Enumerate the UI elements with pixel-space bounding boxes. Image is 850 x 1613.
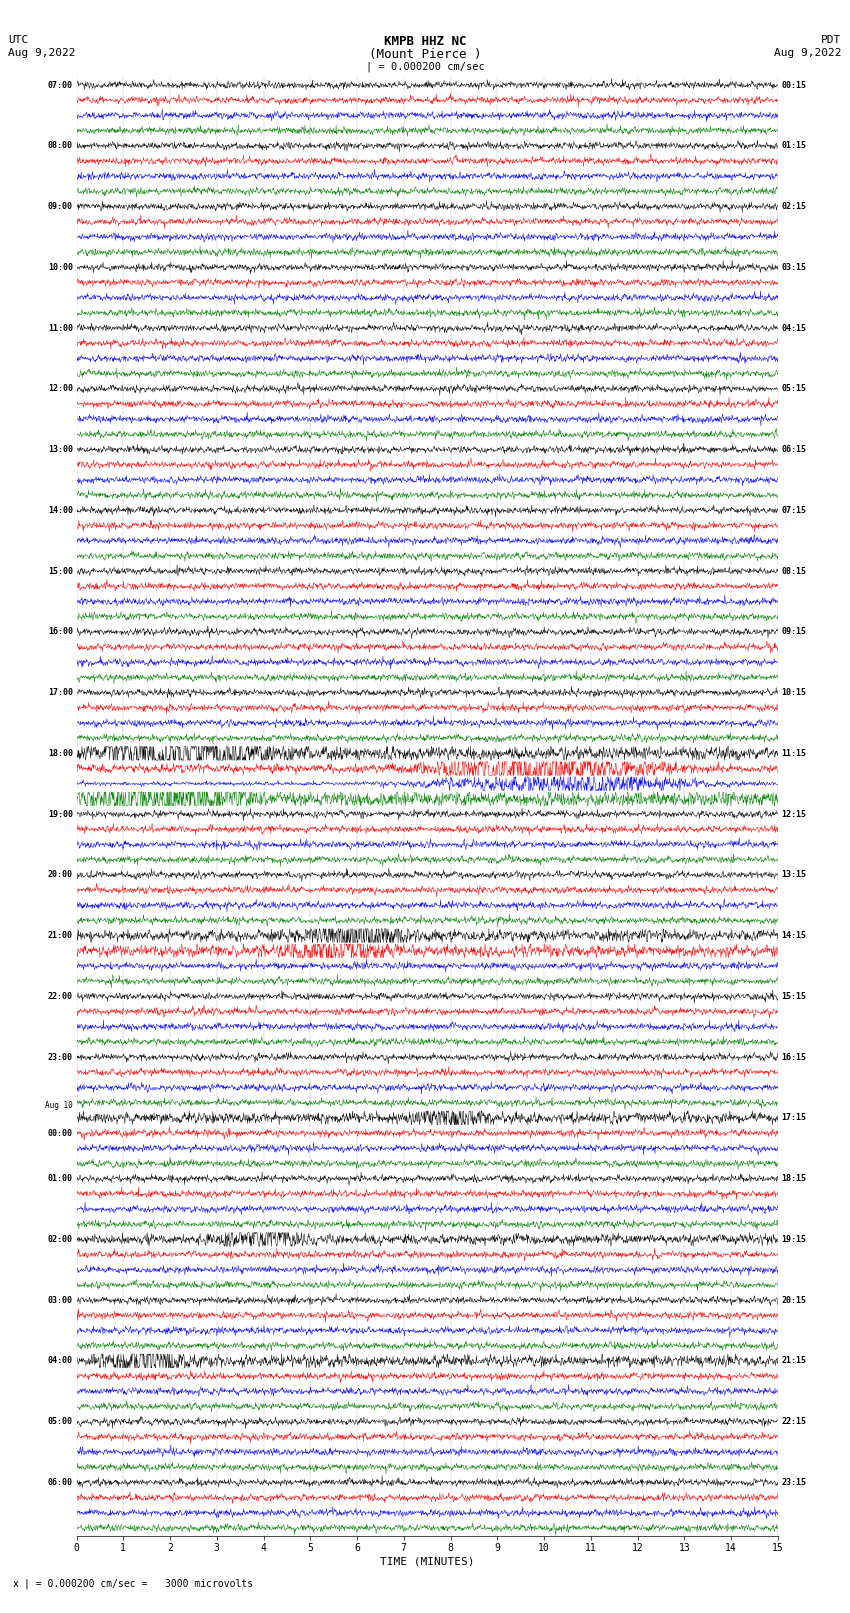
Text: 11:00: 11:00	[48, 324, 73, 332]
Text: 04:00: 04:00	[48, 1357, 73, 1365]
Text: 09:00: 09:00	[48, 202, 73, 211]
Text: 23:15: 23:15	[781, 1478, 807, 1487]
Text: 13:15: 13:15	[781, 871, 807, 879]
Text: 17:15: 17:15	[781, 1113, 807, 1123]
Text: 03:00: 03:00	[48, 1295, 73, 1305]
Text: 00:15: 00:15	[781, 81, 807, 89]
Text: 08:15: 08:15	[781, 566, 807, 576]
Text: 02:00: 02:00	[48, 1236, 73, 1244]
Text: 02:15: 02:15	[781, 202, 807, 211]
Text: Aug 10: Aug 10	[45, 1102, 73, 1110]
Text: 14:15: 14:15	[781, 931, 807, 940]
Text: Aug 9,2022: Aug 9,2022	[774, 48, 842, 58]
Text: 22:00: 22:00	[48, 992, 73, 1000]
Text: | = 0.000200 cm/sec: | = 0.000200 cm/sec	[366, 61, 484, 73]
Text: 03:15: 03:15	[781, 263, 807, 271]
Text: 05:00: 05:00	[48, 1418, 73, 1426]
Text: 15:00: 15:00	[48, 566, 73, 576]
Text: 07:15: 07:15	[781, 506, 807, 515]
X-axis label: TIME (MINUTES): TIME (MINUTES)	[380, 1557, 474, 1566]
Text: x: x	[13, 1579, 19, 1589]
Text: 21:00: 21:00	[48, 931, 73, 940]
Text: 07:00: 07:00	[48, 81, 73, 89]
Text: 10:15: 10:15	[781, 689, 807, 697]
Text: 20:15: 20:15	[781, 1295, 807, 1305]
Text: 08:00: 08:00	[48, 142, 73, 150]
Text: 19:00: 19:00	[48, 810, 73, 818]
Text: 13:00: 13:00	[48, 445, 73, 453]
Text: KMPB HHZ NC: KMPB HHZ NC	[383, 35, 467, 48]
Text: 00:00: 00:00	[48, 1129, 73, 1137]
Text: 06:15: 06:15	[781, 445, 807, 453]
Text: 20:00: 20:00	[48, 871, 73, 879]
Text: 17:00: 17:00	[48, 689, 73, 697]
Text: UTC: UTC	[8, 35, 29, 45]
Text: 18:15: 18:15	[781, 1174, 807, 1182]
Text: 01:15: 01:15	[781, 142, 807, 150]
Text: 18:00: 18:00	[48, 748, 73, 758]
Text: 19:15: 19:15	[781, 1236, 807, 1244]
Text: 04:15: 04:15	[781, 324, 807, 332]
Text: 15:15: 15:15	[781, 992, 807, 1000]
Text: 10:00: 10:00	[48, 263, 73, 271]
Text: 22:15: 22:15	[781, 1418, 807, 1426]
Text: | = 0.000200 cm/sec =   3000 microvolts: | = 0.000200 cm/sec = 3000 microvolts	[24, 1579, 253, 1589]
Text: 06:00: 06:00	[48, 1478, 73, 1487]
Text: 21:15: 21:15	[781, 1357, 807, 1365]
Text: Aug 9,2022: Aug 9,2022	[8, 48, 76, 58]
Text: PDT: PDT	[821, 35, 842, 45]
Text: 01:00: 01:00	[48, 1174, 73, 1182]
Text: 09:15: 09:15	[781, 627, 807, 636]
Text: 11:15: 11:15	[781, 748, 807, 758]
Text: 12:15: 12:15	[781, 810, 807, 818]
Text: (Mount Pierce ): (Mount Pierce )	[369, 48, 481, 61]
Text: 05:15: 05:15	[781, 384, 807, 394]
Text: 23:00: 23:00	[48, 1053, 73, 1061]
Text: 12:00: 12:00	[48, 384, 73, 394]
Text: 16:00: 16:00	[48, 627, 73, 636]
Text: 14:00: 14:00	[48, 506, 73, 515]
Text: 16:15: 16:15	[781, 1053, 807, 1061]
